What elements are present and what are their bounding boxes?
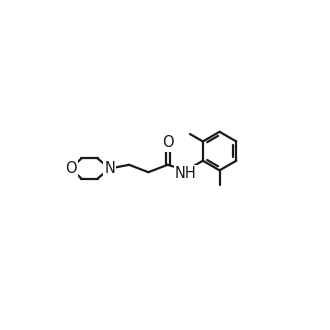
Text: N: N <box>104 161 115 176</box>
Text: O: O <box>162 135 174 150</box>
Text: NH: NH <box>175 166 197 181</box>
Text: O: O <box>65 161 77 176</box>
